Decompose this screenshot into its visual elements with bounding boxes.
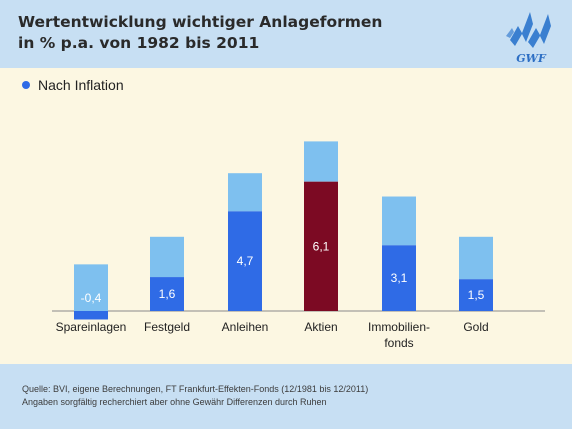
bar-after-inflation <box>228 211 262 311</box>
bar-nominal <box>382 196 416 246</box>
gwf-logo-text: GWF <box>516 52 547 65</box>
data-label: 3,1 <box>391 271 408 285</box>
bar-nominal <box>74 264 108 311</box>
category-label: Spareinlagen <box>56 320 127 334</box>
source-note: Quelle: BVI, eigene Berechnungen, FT Fra… <box>22 383 368 409</box>
source-line: Quelle: BVI, eigene Berechnungen, FT Fra… <box>22 384 369 394</box>
category-label: Anleihen <box>222 320 269 334</box>
bar-nominal <box>459 236 493 280</box>
category-label: Gold <box>463 320 488 334</box>
bar-nominal <box>228 173 262 212</box>
disclaimer-line: Angaben sorgfältig recherchiert aber ohn… <box>22 397 327 407</box>
chart-title: Wertentwicklung wichtiger Anlageformen i… <box>18 12 382 54</box>
bar-after-inflation <box>304 181 338 311</box>
bar-nominal <box>304 141 338 182</box>
data-label: 1,5 <box>468 288 485 302</box>
bar-after-inflation <box>459 279 493 311</box>
bar-after-inflation <box>74 311 108 320</box>
category-label: fonds <box>384 336 413 350</box>
bar-nominal <box>150 236 184 278</box>
bar-chart: -0,4 Spareinlagen 1,6 Festgeld 4,7 Anleihen 6,… <box>52 141 545 350</box>
chart-title-line-2: in % p.a. von 1982 bis 2011 <box>18 34 260 52</box>
bar-after-inflation <box>382 245 416 311</box>
category-label: Immobilien- <box>368 320 430 334</box>
data-label: 4,7 <box>237 254 254 268</box>
gwf-logo-icon: GWF <box>506 12 551 65</box>
legend-label: Nach Inflation <box>38 77 124 93</box>
category-label: Aktien <box>304 320 337 334</box>
data-label: -0,4 <box>81 291 102 305</box>
legend: Nach Inflation <box>22 77 124 93</box>
data-label: 1,6 <box>159 287 176 301</box>
data-label: 6,1 <box>313 239 330 253</box>
legend-marker-icon <box>22 81 30 89</box>
category-label: Festgeld <box>144 320 190 334</box>
bar-after-inflation <box>150 277 184 311</box>
chart-title-line-1: Wertentwicklung wichtiger Anlageformen <box>18 13 383 31</box>
